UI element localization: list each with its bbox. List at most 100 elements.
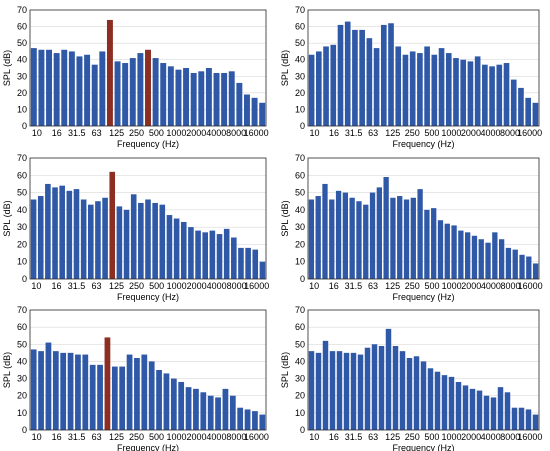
bar: [482, 64, 488, 126]
bar: [308, 199, 315, 279]
x-tick-label: 31.5: [345, 128, 363, 138]
bar: [229, 395, 236, 430]
y-tick-label: 10: [17, 257, 27, 267]
bar: [413, 356, 420, 430]
chart-panel-6: 0 10 20 30 40 50 60 70 10 16 31.5 63 125 250 500 1000 20…: [280, 305, 542, 451]
bar: [434, 371, 441, 430]
bar: [180, 221, 187, 279]
x-tick-label: 10: [309, 432, 319, 442]
y-tick-label: 60: [17, 322, 27, 332]
x-tick-label: 31.5: [345, 432, 363, 442]
x-tick-label: 2000: [461, 128, 481, 138]
y-tick-label: 70: [17, 305, 27, 315]
chart-panel-1: 0 10 20 30 40 50 60 70 10 16 31.5 63 125 250 500 1000 20…: [2, 5, 269, 149]
y-tick-label: 0: [22, 425, 27, 435]
y-tick-label: 50: [295, 339, 305, 349]
bar: [505, 247, 512, 279]
bar: [308, 351, 315, 430]
y-tick-label: 50: [295, 188, 305, 198]
y-tick-label: 60: [17, 170, 27, 180]
bar: [130, 194, 137, 279]
bar: [45, 183, 51, 279]
bar: [344, 21, 351, 127]
bar: [417, 189, 423, 279]
bar: [458, 230, 464, 279]
bar: [252, 411, 258, 430]
y-tick-label: 40: [17, 55, 27, 65]
x-tick-label: 250: [129, 128, 144, 138]
x-tick-label: 4000: [206, 128, 226, 138]
x-tick-label: 63: [92, 128, 102, 138]
x-tick-label: 125: [109, 281, 124, 291]
bar: [478, 239, 484, 279]
bar: [490, 397, 497, 430]
bar: [237, 407, 244, 430]
bar: [99, 51, 106, 126]
x-tick-label: 63: [92, 281, 102, 291]
bar: [95, 201, 101, 279]
x-tick-label: 63: [92, 432, 102, 442]
x-tick-label: 8000: [500, 432, 520, 442]
bar: [366, 38, 373, 126]
y-tick-label: 10: [295, 408, 305, 418]
bar: [349, 197, 355, 279]
y-axis-label: SPL (dB): [280, 50, 290, 86]
bar: [30, 199, 37, 279]
bar: [67, 352, 74, 430]
x-axis-label: Frequency (Hz): [117, 292, 179, 302]
x-tick-label: 250: [405, 281, 420, 291]
bar: [156, 370, 162, 430]
x-tick-label: 31.5: [68, 281, 86, 291]
bar: [476, 390, 483, 430]
bar: [259, 102, 266, 126]
bar: [503, 63, 510, 126]
x-axis-label: Frequency (Hz): [392, 292, 454, 302]
y-tick-label: 70: [17, 5, 27, 15]
bar: [66, 190, 73, 279]
y-tick-label: 10: [295, 104, 305, 114]
bar: [322, 183, 328, 279]
x-tick-label: 16000: [518, 281, 543, 291]
x-tick-label: 2000: [187, 281, 207, 291]
x-tick-label: 16000: [517, 432, 542, 442]
bar: [356, 201, 362, 279]
bar: [202, 232, 208, 279]
bar: [504, 392, 511, 430]
x-tick-label: 125: [109, 432, 124, 442]
x-tick-label: 500: [424, 281, 439, 291]
bar: [342, 192, 349, 279]
y-tick-label: 40: [295, 205, 305, 215]
bar: [376, 187, 382, 279]
bar: [371, 344, 378, 430]
y-tick-label: 20: [17, 88, 27, 98]
x-tick-label: 2000: [461, 432, 481, 442]
x-tick-label: 4000: [480, 128, 500, 138]
x-tick-label: 250: [129, 432, 144, 442]
bar: [511, 407, 518, 430]
bar: [245, 247, 251, 279]
bar: [52, 187, 58, 279]
x-tick-label: 63: [368, 432, 378, 442]
x-tick-label: 16000: [517, 128, 542, 138]
bar: [397, 196, 403, 279]
bar: [152, 202, 158, 279]
x-tick-label: 10: [32, 128, 42, 138]
y-axis-label: SPL (dB): [2, 50, 12, 86]
bar: [330, 44, 337, 126]
y-tick-label: 40: [17, 356, 27, 366]
bar: [222, 388, 229, 430]
x-tick-label: 8000: [226, 128, 246, 138]
x-tick-label: 31.5: [68, 128, 86, 138]
bar: [512, 249, 518, 279]
bar: [123, 209, 130, 279]
bar: [462, 385, 469, 430]
x-tick-label: 63: [368, 128, 378, 138]
bar: [510, 79, 517, 126]
bar: [215, 397, 221, 430]
bar: [200, 392, 207, 430]
x-tick-label: 16: [52, 432, 62, 442]
bar: [437, 220, 444, 279]
bar: [471, 235, 478, 279]
bar: [489, 66, 495, 126]
x-tick-label: 1000: [441, 128, 461, 138]
